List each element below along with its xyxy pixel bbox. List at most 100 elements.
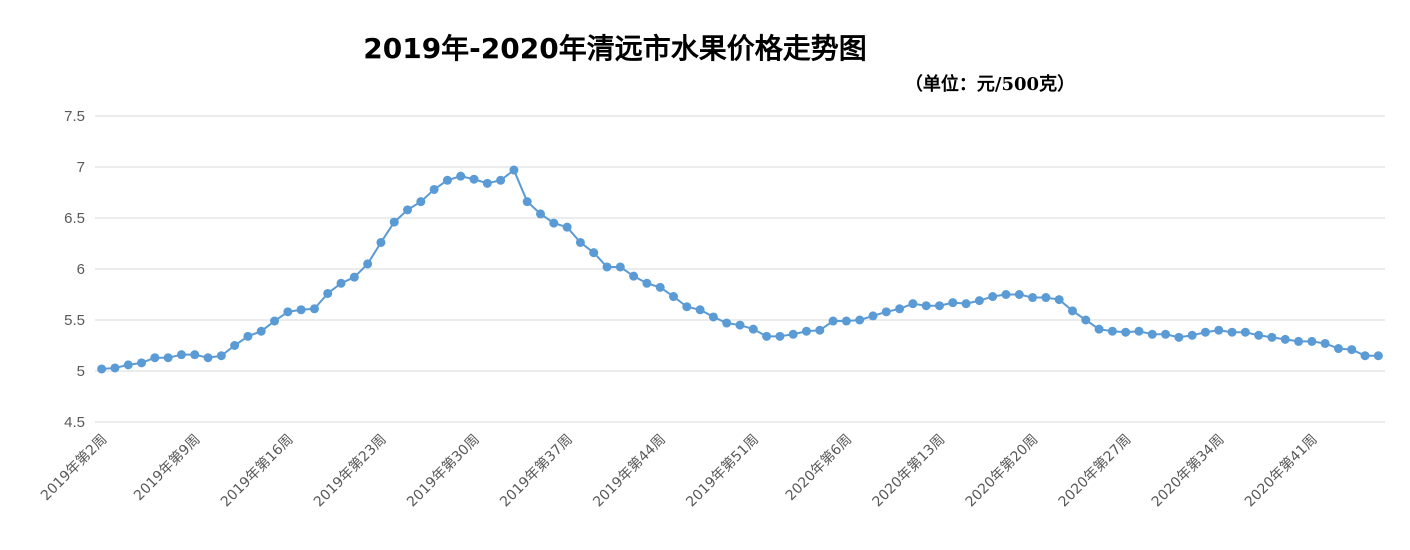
- data-point: [216, 351, 226, 361]
- x-tick-label: 2020年第27周: [1055, 431, 1135, 511]
- data-point: [948, 298, 958, 308]
- data-point: [296, 305, 306, 315]
- data-point: [496, 175, 506, 185]
- data-point: [575, 237, 585, 247]
- data-point: [1028, 293, 1038, 303]
- x-tick-label: 2019年第23周: [310, 431, 390, 511]
- x-tick-label: 2019年第9周: [130, 431, 203, 504]
- data-point: [1107, 326, 1117, 336]
- data-point: [1121, 327, 1131, 337]
- data-point: [762, 331, 772, 341]
- data-point: [456, 171, 466, 181]
- y-tick-label: 5: [77, 363, 85, 380]
- data-point: [323, 288, 333, 298]
- data-point: [1347, 345, 1357, 355]
- x-tick-label: 2020年第13周: [869, 431, 949, 511]
- data-point: [270, 316, 280, 326]
- data-point: [1227, 327, 1237, 337]
- data-point: [349, 272, 359, 282]
- data-point: [429, 184, 439, 194]
- data-point: [629, 271, 639, 281]
- data-point: [416, 197, 426, 207]
- data-point: [509, 165, 519, 175]
- data-point: [589, 248, 599, 258]
- data-point: [1320, 338, 1330, 348]
- data-point: [801, 326, 811, 336]
- x-tick-label: 2020年第20周: [962, 431, 1042, 511]
- data-point: [1187, 330, 1197, 340]
- series-line: [101, 169, 1379, 370]
- data-point: [988, 292, 998, 302]
- x-tick-label: 2020年第34周: [1148, 431, 1228, 511]
- data-point: [403, 205, 413, 215]
- data-point: [1373, 351, 1383, 361]
- x-tick-label: 2019年第51周: [683, 431, 763, 511]
- data-point: [1254, 330, 1264, 340]
- data-point: [895, 304, 905, 314]
- data-point: [482, 178, 492, 188]
- data-point: [203, 353, 213, 363]
- data-point: [1014, 290, 1024, 299]
- data-point: [1094, 324, 1104, 334]
- series-price: [97, 165, 1383, 374]
- data-point: [1240, 327, 1250, 337]
- y-axis-ticks: 7.5 7 6.5 6 5.5 5 4.5: [64, 108, 85, 431]
- y-tick-label: 4.5: [64, 414, 85, 431]
- data-point: [137, 358, 147, 368]
- data-point: [1067, 306, 1077, 316]
- data-point: [562, 222, 572, 232]
- data-point: [602, 262, 612, 272]
- data-point: [695, 305, 705, 315]
- data-point: [748, 324, 758, 334]
- x-tick-label: 2020年第41周: [1241, 431, 1321, 511]
- data-point: [97, 364, 107, 374]
- data-point: [1174, 332, 1184, 342]
- data-point: [1134, 326, 1144, 336]
- data-point: [1081, 315, 1091, 325]
- data-point: [163, 353, 173, 363]
- data-point: [881, 307, 891, 317]
- data-point: [1001, 290, 1011, 299]
- data-point: [190, 350, 200, 360]
- data-point: [775, 331, 785, 341]
- data-point: [735, 320, 745, 330]
- data-point: [1041, 293, 1051, 303]
- y-tick-label: 6: [77, 261, 85, 278]
- data-point: [1333, 344, 1343, 354]
- data-point: [1294, 336, 1304, 346]
- data-point: [615, 262, 625, 272]
- data-point: [934, 301, 944, 311]
- data-point: [1360, 351, 1370, 361]
- x-tick-label: 2020年第6周: [782, 431, 855, 504]
- data-point: [336, 278, 346, 288]
- data-point: [974, 296, 984, 306]
- data-point: [1054, 295, 1064, 305]
- data-point: [961, 299, 971, 309]
- data-point: [549, 218, 559, 228]
- data-point: [110, 363, 120, 373]
- data-point: [841, 316, 851, 326]
- data-point: [283, 307, 293, 317]
- y-tick-label: 7: [77, 159, 85, 176]
- data-point: [389, 217, 399, 227]
- data-point: [722, 318, 732, 328]
- data-point: [376, 237, 386, 247]
- data-point: [1280, 334, 1290, 344]
- y-tick-label: 6.5: [64, 210, 85, 227]
- y-tick-label: 5.5: [64, 312, 85, 329]
- data-point: [1147, 329, 1157, 339]
- data-point: [682, 302, 692, 312]
- data-point: [855, 315, 865, 325]
- x-axis-ticks: 2019年第2周 2019年第9周 2019年第16周 2019年第23周 2019年第…: [37, 431, 1320, 511]
- x-tick-label: 2019年第16周: [217, 431, 297, 511]
- chart-title: 2019年-2020年清远市水果价格走势图: [363, 32, 866, 65]
- data-point: [908, 299, 918, 309]
- data-point: [1214, 325, 1224, 335]
- data-point: [788, 329, 798, 339]
- data-point: [655, 282, 665, 292]
- y-tick-label: 7.5: [64, 108, 85, 125]
- data-point: [150, 353, 160, 363]
- chart-subtitle: （单位：元/500克）: [905, 73, 1075, 95]
